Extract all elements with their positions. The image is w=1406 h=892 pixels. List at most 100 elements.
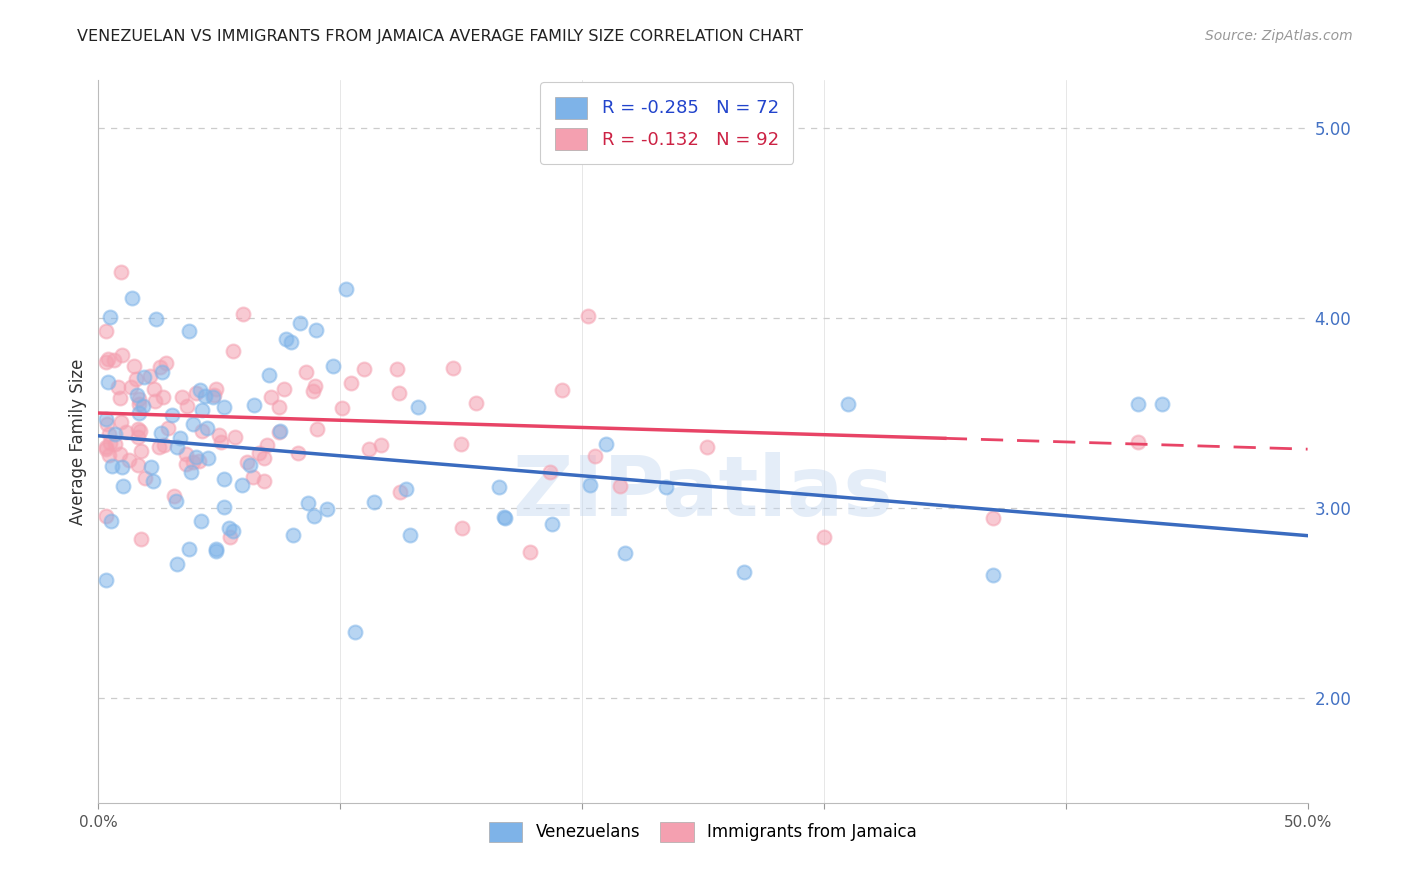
Point <box>132 369 155 384</box>
Point <box>236 455 259 469</box>
Point <box>122 359 145 374</box>
Point <box>202 388 225 402</box>
Text: VENEZUELAN VS IMMIGRANTS FROM JAMAICA AVERAGE FAMILY SIZE CORRELATION CHART: VENEZUELAN VS IMMIGRANTS FROM JAMAICA AV… <box>77 29 803 44</box>
Point <box>97 426 120 441</box>
Text: ZIPatlas: ZIPatlas <box>513 451 893 533</box>
Point <box>578 478 600 492</box>
Point <box>94 355 117 369</box>
Point <box>121 291 143 305</box>
Point <box>169 431 191 445</box>
Point <box>94 573 117 587</box>
Point <box>190 514 212 528</box>
Point <box>186 386 208 401</box>
Point <box>519 545 541 559</box>
Point <box>224 430 246 444</box>
Point <box>181 455 204 469</box>
Point <box>145 312 167 326</box>
Point <box>107 379 129 393</box>
Point <box>139 369 162 384</box>
Point <box>155 356 177 370</box>
Point <box>120 380 142 394</box>
Point <box>395 482 418 496</box>
Point <box>451 521 474 535</box>
Point <box>1152 396 1174 410</box>
Point <box>370 438 392 452</box>
Point <box>253 450 276 465</box>
Point <box>305 323 328 337</box>
Point <box>269 424 291 438</box>
Point <box>148 440 170 454</box>
Point <box>104 427 127 442</box>
Point <box>97 351 120 366</box>
Point <box>128 424 150 438</box>
Point <box>343 624 366 639</box>
Point <box>94 508 117 523</box>
Legend: Venezuelans, Immigrants from Jamaica: Venezuelans, Immigrants from Jamaica <box>482 815 924 848</box>
Point <box>111 478 134 492</box>
Text: Source: ZipAtlas.com: Source: ZipAtlas.com <box>1205 29 1353 43</box>
Point <box>153 438 176 452</box>
Point <box>260 390 283 404</box>
Point <box>222 344 245 359</box>
Point <box>174 457 197 471</box>
Point <box>110 415 132 429</box>
Point <box>94 442 117 457</box>
Point <box>177 324 200 338</box>
Point <box>129 532 152 546</box>
Point <box>174 447 197 461</box>
Point <box>125 372 148 386</box>
Point <box>98 310 121 324</box>
Point <box>101 458 124 473</box>
Point <box>143 394 166 409</box>
Point <box>399 528 422 542</box>
Point <box>406 400 429 414</box>
Point <box>322 359 344 373</box>
Point <box>94 440 117 454</box>
Point <box>280 335 302 350</box>
Point <box>208 427 231 442</box>
Point <box>179 542 201 557</box>
Point <box>127 422 149 436</box>
Point <box>305 422 328 436</box>
Point <box>494 509 516 524</box>
Point <box>540 517 562 532</box>
Point <box>239 458 262 472</box>
Point <box>218 530 240 544</box>
Point <box>201 390 224 404</box>
Point <box>242 398 264 412</box>
Point <box>160 408 183 422</box>
Point <box>281 527 304 541</box>
Point <box>837 396 859 410</box>
Point <box>110 265 132 279</box>
Point <box>614 545 637 559</box>
Point <box>127 458 149 472</box>
Point <box>191 403 214 417</box>
Point <box>302 508 325 523</box>
Point <box>287 446 309 460</box>
Point <box>96 417 118 431</box>
Point <box>274 332 297 346</box>
Point <box>132 400 155 414</box>
Point <box>176 399 198 413</box>
Point <box>813 530 835 544</box>
Point <box>388 484 411 499</box>
Point <box>181 417 204 431</box>
Point <box>128 397 150 411</box>
Point <box>150 366 173 380</box>
Point <box>232 307 254 321</box>
Point <box>465 396 488 410</box>
Point <box>142 474 165 488</box>
Point <box>385 362 408 376</box>
Point <box>388 386 411 401</box>
Point <box>97 376 120 390</box>
Point <box>94 324 117 338</box>
Point <box>357 442 380 456</box>
Point <box>981 567 1004 582</box>
Point <box>127 430 149 444</box>
Point <box>152 390 174 404</box>
Point <box>118 452 141 467</box>
Point <box>103 353 125 368</box>
Point <box>257 368 280 382</box>
Point <box>1128 434 1150 449</box>
Point <box>222 524 245 539</box>
